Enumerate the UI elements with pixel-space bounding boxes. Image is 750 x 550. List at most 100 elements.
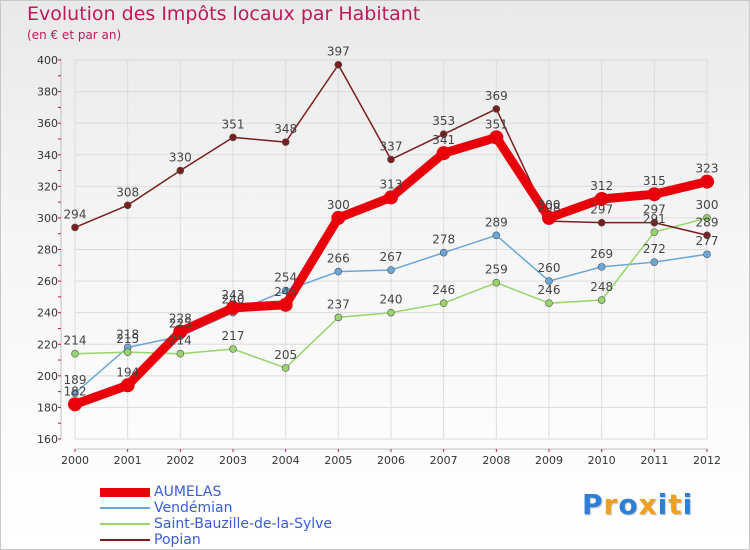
data-label-vend-mian: 267 xyxy=(380,250,403,264)
data-label-aumelas: 300 xyxy=(327,198,350,212)
data-point-saint-bauzille-de-la-sylve xyxy=(703,214,711,222)
data-point-saint-bauzille-de-la-sylve xyxy=(439,299,448,307)
data-label-aumelas: 312 xyxy=(590,179,613,193)
data-point-saint-bauzille-de-la-sylve xyxy=(123,348,132,356)
data-point-saint-bauzille-de-la-sylve xyxy=(176,349,185,358)
data-label-popian: 348 xyxy=(274,122,297,136)
data-label-popian: 330 xyxy=(169,151,192,165)
proxiti-logo: Proxiti xyxy=(582,488,693,521)
legend-swatch xyxy=(100,539,150,541)
logo-letter: r xyxy=(603,488,619,521)
y-tick-label: 400 xyxy=(37,54,58,67)
data-label-saint-bauzille-de-la-sylve: 246 xyxy=(432,283,455,297)
data-point-aumelas xyxy=(278,297,293,312)
data-label-saint-bauzille-de-la-sylve: 214 xyxy=(64,334,87,348)
data-point-aumelas xyxy=(542,210,556,225)
data-label-aumelas: 341 xyxy=(432,133,455,147)
logo-letter: o xyxy=(618,488,639,521)
data-point-saint-bauzille-de-la-sylve xyxy=(545,299,553,307)
data-point-saint-bauzille-de-la-sylve xyxy=(229,345,237,353)
y-tick-label: 380 xyxy=(37,86,58,99)
data-point-vend-mian xyxy=(71,389,79,398)
legend-label: Vendémian xyxy=(154,500,233,516)
x-tick-label: 2006 xyxy=(377,454,405,467)
data-point-vend-mian xyxy=(439,248,448,257)
data-point-saint-bauzille-de-la-sylve xyxy=(597,296,606,304)
data-label-popian: 289 xyxy=(696,215,719,229)
data-point-popian xyxy=(597,218,606,227)
x-tick-label: 2007 xyxy=(430,454,458,467)
data-point-vend-mian xyxy=(334,267,343,276)
data-label-vend-mian: 272 xyxy=(643,242,666,256)
data-label-vend-mian: 225 xyxy=(169,316,192,330)
data-point-popian xyxy=(492,105,501,113)
data-point-vend-mian xyxy=(492,231,501,240)
data-label-vend-mian: 277 xyxy=(696,234,719,248)
data-label-aumelas: 300 xyxy=(538,198,561,212)
data-point-saint-bauzille-de-la-sylve xyxy=(71,349,79,358)
y-tick-label: 300 xyxy=(37,212,58,225)
x-tick-label: 2003 xyxy=(219,454,247,467)
data-label-popian: 351 xyxy=(222,117,245,131)
data-point-popian xyxy=(650,218,659,227)
x-tick-label: 2004 xyxy=(272,454,300,467)
data-point-aumelas xyxy=(120,378,135,393)
x-tick-label: 2009 xyxy=(535,454,563,467)
data-point-vend-mian xyxy=(703,250,711,259)
data-label-popian: 308 xyxy=(116,185,139,199)
data-label-popian: 353 xyxy=(432,114,455,128)
data-point-aumelas xyxy=(700,174,714,189)
data-label-vend-mian: 289 xyxy=(485,215,508,229)
data-label-saint-bauzille-de-la-sylve: 246 xyxy=(538,283,561,297)
legend-label: Saint-Bauzille-de-la-Sylve xyxy=(154,516,333,532)
data-label-aumelas: 182 xyxy=(64,384,87,398)
logo-letter: i xyxy=(657,488,669,521)
data-label-saint-bauzille-de-la-sylve: 217 xyxy=(222,329,245,343)
legend-swatch xyxy=(100,487,150,497)
data-label-aumelas: 323 xyxy=(696,162,719,176)
data-label-saint-bauzille-de-la-sylve: 240 xyxy=(380,293,403,307)
chart-subtitle: (en € et par an) xyxy=(27,28,122,42)
data-point-vend-mian xyxy=(387,266,395,274)
data-label-aumelas: 313 xyxy=(380,177,403,191)
data-label-aumelas: 245 xyxy=(274,285,297,299)
data-point-popian xyxy=(703,231,711,240)
data-point-saint-bauzille-de-la-sylve xyxy=(334,313,343,322)
data-point-saint-bauzille-de-la-sylve xyxy=(650,228,659,236)
data-label-vend-mian: 269 xyxy=(590,247,613,261)
data-label-popian: 297 xyxy=(643,203,666,217)
data-point-aumelas xyxy=(489,130,504,145)
y-tick-label: 280 xyxy=(37,244,58,257)
data-point-aumelas xyxy=(594,191,609,206)
data-label-vend-mian: 266 xyxy=(327,252,350,266)
legend-item: Popian xyxy=(100,532,332,548)
data-label-vend-mian: 189 xyxy=(64,373,87,387)
data-label-aumelas: 315 xyxy=(643,174,666,188)
y-tick-label: 260 xyxy=(37,275,58,288)
legend-swatch xyxy=(100,523,150,525)
data-label-saint-bauzille-de-la-sylve: 300 xyxy=(696,198,719,212)
data-point-aumelas xyxy=(173,324,188,339)
x-tick-label: 2011 xyxy=(640,454,668,467)
y-tick-label: 320 xyxy=(37,180,58,193)
x-tick-label: 2012 xyxy=(693,454,721,467)
data-label-aumelas: 194 xyxy=(116,365,139,379)
data-point-popian xyxy=(281,138,290,146)
data-point-popian xyxy=(123,201,132,210)
data-point-popian xyxy=(439,130,448,139)
data-label-vend-mian: 278 xyxy=(432,233,455,247)
x-tick-label: 2001 xyxy=(114,454,142,467)
data-point-popian xyxy=(71,223,79,232)
legend-item: AUMELAS xyxy=(100,484,332,500)
data-label-aumelas: 351 xyxy=(485,117,508,131)
data-point-aumelas xyxy=(331,210,346,225)
data-point-aumelas xyxy=(68,397,82,412)
logo-letter: i xyxy=(682,488,694,521)
data-label-aumelas: 228 xyxy=(169,312,192,326)
data-point-aumelas xyxy=(436,146,451,161)
data-label-saint-bauzille-de-la-sylve: 291 xyxy=(643,212,666,226)
legend-item: Saint-Bauzille-de-la-Sylve xyxy=(100,516,332,532)
data-label-popian: 298 xyxy=(538,201,561,215)
data-label-vend-mian: 254 xyxy=(274,271,297,285)
data-point-saint-bauzille-de-la-sylve xyxy=(387,308,395,317)
